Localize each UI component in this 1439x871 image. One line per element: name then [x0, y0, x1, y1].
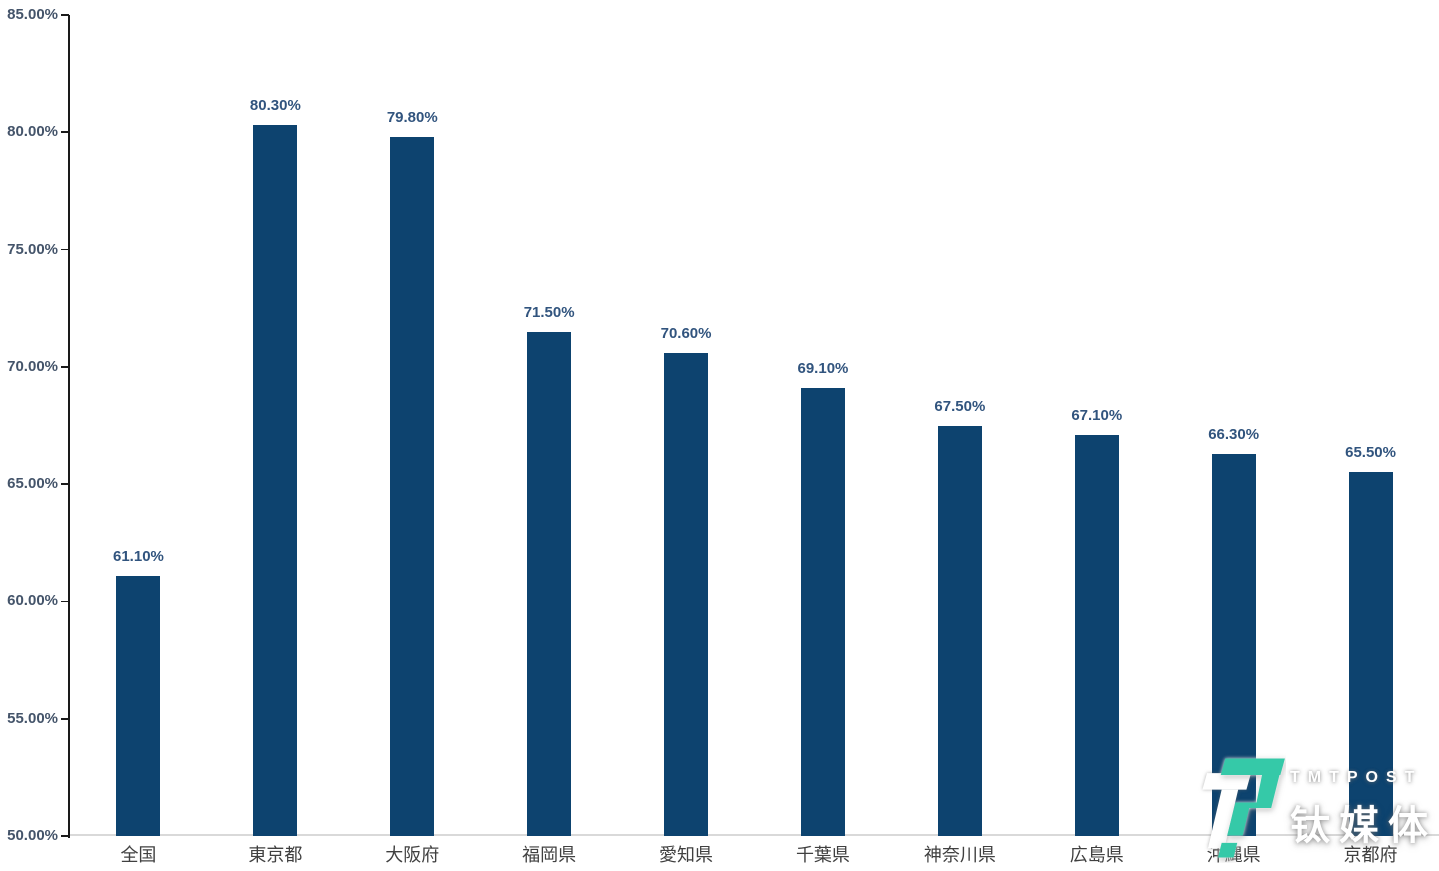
y-tick-label: 80.00%	[7, 123, 58, 141]
bar-value-label: 66.30%	[1208, 425, 1260, 443]
y-tick-mark	[61, 131, 69, 134]
y-tick-mark	[61, 717, 69, 720]
y-tick-label: 50.00%	[7, 827, 58, 844]
bar-value-label: 69.10%	[797, 359, 849, 377]
y-tick-label: 65.00%	[7, 475, 58, 493]
bar-value-label: 80.30%	[249, 97, 301, 115]
y-axis-line	[68, 15, 70, 838]
bar-value-label: 70.60%	[660, 324, 712, 342]
chart-bar	[664, 352, 709, 836]
y-tick-mark	[61, 14, 69, 16]
chart-bar	[800, 387, 845, 836]
chart-bar	[1348, 472, 1393, 836]
y-tick-mark	[61, 248, 69, 251]
y-tick-label: 85.00%	[7, 6, 58, 23]
category-label: 神奈川県	[923, 845, 996, 865]
bar-value-label: 65.50%	[1345, 444, 1396, 462]
y-tick-mark	[61, 835, 69, 837]
chart-bar	[1074, 434, 1119, 836]
x-axis-line	[70, 834, 1439, 836]
category-label: 大阪府	[385, 845, 440, 865]
y-tick-mark	[61, 483, 69, 485]
tmtpost-brand-cn-text: 钛媒体	[1290, 804, 1437, 848]
category-label: 全国	[120, 845, 157, 865]
chart-bar	[116, 575, 161, 836]
y-tick-label: 55.00%	[7, 709, 58, 727]
bar-value-label: 79.80%	[386, 108, 438, 126]
category-label: 京都府	[1343, 845, 1398, 865]
bar-value-label: 67.10%	[1071, 406, 1123, 424]
tmtpost-watermark: TMTPOST 钛媒体	[1194, 753, 1437, 863]
chart-bar	[527, 331, 572, 836]
chart-bar	[937, 425, 982, 836]
chart-bar	[253, 125, 298, 836]
y-tick-label: 75.00%	[7, 240, 58, 258]
bar-value-label: 61.10%	[113, 547, 164, 565]
bar-value-label: 71.50%	[523, 303, 575, 321]
bar-value-label: 67.50%	[934, 397, 986, 415]
category-label: 千葉県	[795, 845, 850, 865]
category-label: 福岡県	[522, 845, 577, 865]
y-tick-mark	[61, 600, 69, 603]
tmtpost-wordmark: TMTPOST 钛媒体	[1290, 753, 1437, 851]
y-tick-label: 60.00%	[7, 592, 58, 610]
tmtpost-logo-icon	[1202, 758, 1285, 858]
category-label: 東京都	[248, 845, 303, 865]
chart-bar	[390, 136, 435, 836]
category-label: 広島県	[1069, 845, 1124, 865]
y-tick-label: 70.00%	[7, 357, 58, 375]
y-tick-mark	[61, 366, 69, 368]
tmtpost-brand-text: TMTPOST	[1290, 769, 1423, 786]
category-label: 愛知県	[659, 845, 714, 865]
